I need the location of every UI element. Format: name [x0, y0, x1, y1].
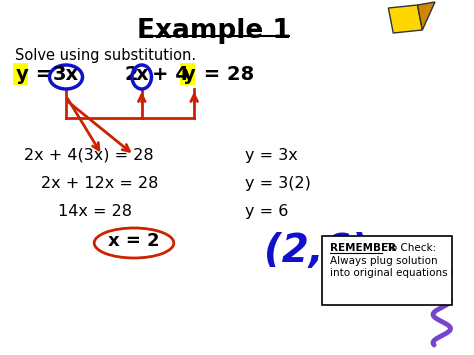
- Polygon shape: [388, 5, 422, 33]
- Text: into original equations: into original equations: [330, 268, 448, 278]
- Text: (2,6): (2,6): [264, 232, 368, 270]
- Text: y: y: [16, 65, 28, 84]
- Text: 3x: 3x: [53, 65, 79, 84]
- Text: Always plug solution: Always plug solution: [330, 256, 438, 266]
- Text: x: x: [136, 65, 148, 84]
- Polygon shape: [418, 2, 435, 30]
- FancyBboxPatch shape: [322, 236, 453, 305]
- FancyBboxPatch shape: [180, 63, 195, 85]
- Text: =: =: [29, 65, 53, 84]
- Text: 14x = 28: 14x = 28: [58, 204, 132, 219]
- Text: 2: 2: [124, 65, 138, 84]
- Text: y = 3x: y = 3x: [245, 148, 297, 163]
- Text: = 28: = 28: [197, 65, 255, 84]
- FancyBboxPatch shape: [13, 63, 28, 85]
- Text: + 4: + 4: [153, 65, 189, 84]
- Text: Example 1: Example 1: [137, 18, 291, 44]
- Text: y: y: [182, 65, 195, 84]
- Text: y = 6: y = 6: [245, 204, 288, 219]
- Text: x = 2: x = 2: [108, 232, 160, 250]
- Text: To Check:: To Check:: [383, 243, 436, 253]
- Text: Solve using substitution.: Solve using substitution.: [15, 48, 196, 63]
- Text: y = 3(2): y = 3(2): [245, 176, 310, 191]
- Text: REMEMBER: REMEMBER: [330, 243, 396, 253]
- Text: 2x + 4(3x) = 28: 2x + 4(3x) = 28: [24, 148, 154, 163]
- Text: 2x + 12x = 28: 2x + 12x = 28: [41, 176, 158, 191]
